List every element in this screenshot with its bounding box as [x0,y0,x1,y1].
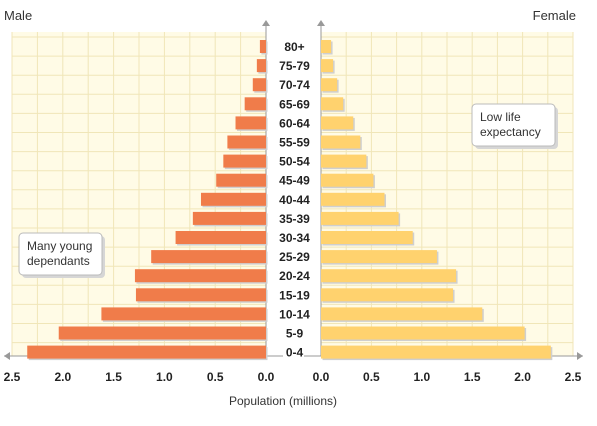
bar-male [101,307,267,321]
tick-label-male: 2.0 [54,370,71,384]
x-axis-title: Population (millions) [229,394,337,408]
annotation-young-dependants-text: dependants [27,254,90,268]
age-group-label: 65-69 [279,97,310,111]
age-group-label: 40-44 [279,193,310,207]
bar-male [200,192,266,206]
bar-female [321,250,437,264]
age-group-label: 45-49 [279,174,310,188]
bar-female [321,231,413,244]
bar-male [175,231,266,244]
bar-female [321,78,338,92]
tick-label-male: 0.0 [258,370,275,384]
age-group-label: 15-19 [279,288,310,302]
bar-male [227,135,266,149]
tick-label-female: 0.5 [363,370,380,384]
tick-label-female: 0.0 [313,370,330,384]
x-axis-female-arrow [577,352,583,360]
tick-label-female: 2.0 [514,370,531,384]
bar-female [321,269,457,283]
bar-male [192,211,266,225]
annotation-low-life-expectancy-box [471,103,556,147]
bar-female [321,135,361,149]
bar-female [321,59,334,73]
age-group-label: 30-34 [279,231,310,245]
bar-female [321,40,332,53]
tick-label-female: 1.5 [464,370,481,384]
bar-female [321,345,551,359]
bar-male [134,269,266,283]
bar-female [321,116,354,130]
annotation-low-life-expectancy-text: expectancy [480,125,541,139]
female-label: Female [533,8,576,23]
age-group-label: 60-64 [279,116,310,130]
age-group-label: 75-79 [279,59,310,73]
bar-male [216,173,266,187]
male-label: Male [4,8,32,23]
bar-female [321,192,385,206]
annotation-young-dependants-box [18,232,103,276]
bar-female [321,307,483,321]
age-group-label: 0-4 [286,346,304,360]
age-group-label: 70-74 [279,78,310,92]
bar-male [27,345,266,359]
bar-female [321,97,344,111]
age-group-label: 55-59 [279,136,310,150]
bar-female [321,173,374,187]
bar-male [235,116,266,130]
bar-female [321,154,367,168]
annotation-low-life-expectancy-text: Low life [480,110,521,124]
bar-female [321,288,454,302]
age-group-label: 35-39 [279,212,310,226]
age-group-label: 50-54 [279,155,310,169]
bar-female [321,326,525,340]
bar-male [256,59,266,73]
age-group-label: 25-29 [279,250,310,264]
bar-male [58,326,267,340]
bar-male [151,250,266,264]
y-axis-female-arrow [317,20,325,26]
y-axis-male-arrow [262,20,270,26]
age-group-label: 5-9 [286,327,304,341]
age-group-label: 20-24 [279,269,310,283]
tick-label-female: 1.0 [413,370,430,384]
annotation-young-dependants-text: Many young [27,239,92,253]
x-axis-male-arrow [4,352,10,360]
tick-label-male: 1.5 [105,370,122,384]
bar-female [321,211,399,225]
tick-label-male: 0.5 [207,370,224,384]
bar-male [252,78,266,92]
age-group-label: 10-14 [279,307,310,321]
bar-male [259,40,266,53]
tick-label-male: 2.5 [4,370,21,384]
tick-label-male: 1.0 [156,370,173,384]
bar-male [135,288,266,302]
tick-label-female: 2.5 [565,370,582,384]
bar-male [223,154,266,168]
age-group-label: 80+ [284,40,304,54]
bar-male [244,97,266,111]
